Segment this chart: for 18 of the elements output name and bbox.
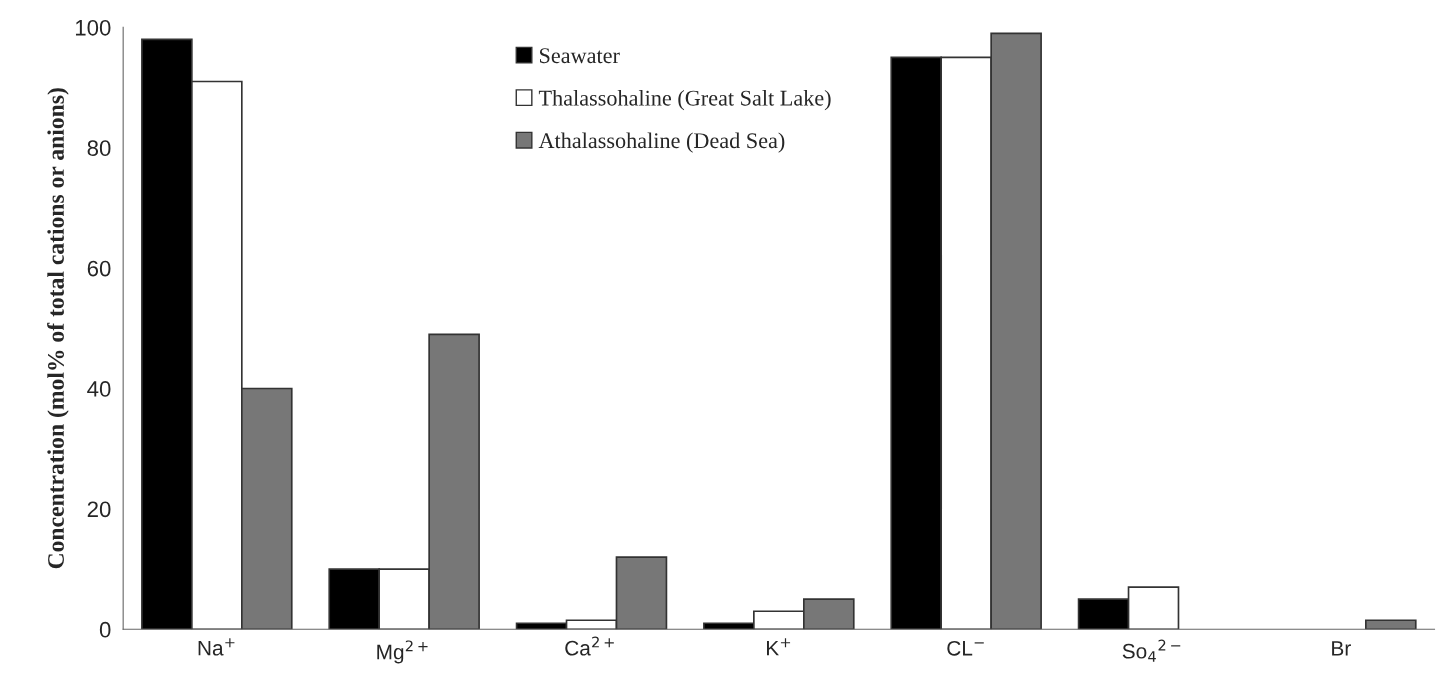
legend-label: Seawater [539,48,620,64]
y-tick-label: 0 [99,621,111,638]
x-tick-label: K$^{+}$ [767,638,791,656]
x-tick-label: Mg$^{2+}$ [377,640,428,664]
legend-label: Athalassohaline (Dead Sea) [538,132,785,153]
x-tick-label: So$_{4}$$^{2−}$ [1122,639,1181,662]
legend-label: Thalassohaline (Great Salt Lake) [538,90,831,111]
x-tick-label: Na$^{+}$ [198,638,235,656]
y-tick-label: 60 [87,260,111,277]
x-tick-label: CL$^{−}$ [947,640,984,656]
y-tick-label: 100 [75,19,111,36]
y-tick-label: 80 [87,140,111,157]
x-tick-label: Br [1332,641,1351,656]
y-tick-label: 20 [87,501,111,518]
y-tick-label: 40 [87,381,111,397]
bar [1364,619,1417,630]
y-axis-title: Concentration (mol% of total cations or anions) [47,88,69,569]
x-tick-label: Ca$^{2+}$ [565,636,614,656]
